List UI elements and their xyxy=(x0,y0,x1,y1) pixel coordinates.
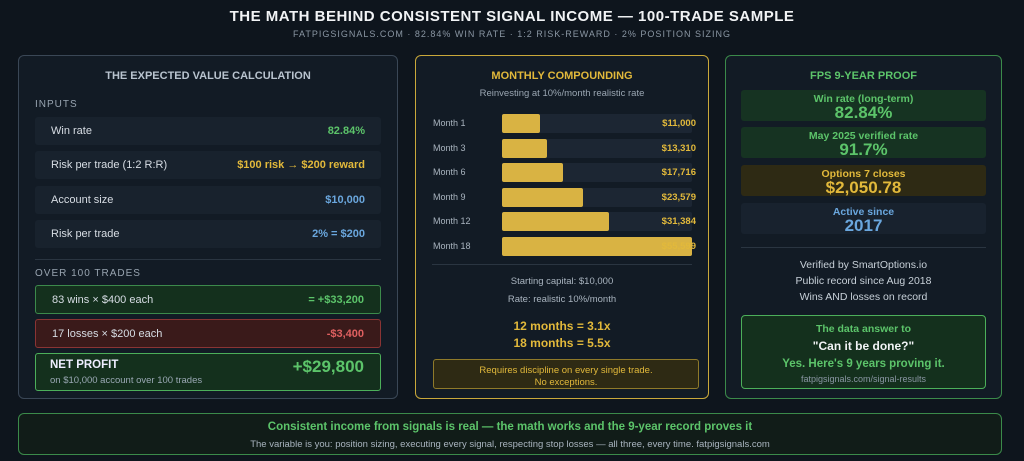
label: Win rate (long-term) xyxy=(813,93,914,105)
input-row: Win rate 82.84% xyxy=(35,117,381,145)
verification: Wins AND losses on record xyxy=(799,291,928,303)
answer-box: The data answer to "Can it be done?" Yes… xyxy=(741,315,986,389)
answer-intro: The data answer to xyxy=(815,323,912,335)
stat: Win rate (long-term) 82.84% xyxy=(741,90,986,121)
proof-panel: FPS 9-YEAR PROOF Win rate (long-term) 82.… xyxy=(725,55,1002,399)
category-label: Month 3 xyxy=(433,142,466,153)
value-label: $55,599 xyxy=(661,241,696,252)
value: 82.84% xyxy=(834,103,893,122)
footer: Consistent income from signals is real —… xyxy=(18,413,1002,455)
panel-title: FPS 9-YEAR PROOF xyxy=(810,70,917,82)
wins-row: 83 wins × $400 each = +$33,200 xyxy=(35,285,381,314)
value: -$3,400 xyxy=(326,328,364,340)
label: Risk per trade xyxy=(51,228,120,240)
value: = +$33,200 xyxy=(308,294,364,306)
label: Win rate xyxy=(51,125,92,137)
bar-chart: Month 1 $11,000 Month 3 $13,310 Month 6 $17,7… xyxy=(416,106,710,256)
answer-link: fatpigsignals.com/signal-results xyxy=(800,374,927,384)
section-label: OVER 100 TRADES xyxy=(35,268,141,279)
value: $100 risk → $200 reward xyxy=(237,159,365,171)
footer-headline: Consistent income from signals is real —… xyxy=(267,421,753,433)
label: May 2025 verified rate xyxy=(808,130,919,142)
label: NET PROFIT xyxy=(50,359,119,371)
panel-title: THE EXPECTED VALUE CALCULATION xyxy=(105,70,311,82)
stat: Options 7 closes $2,050.78 xyxy=(741,165,986,196)
panel-subtitle: Reinvesting at 10%/month realistic rate xyxy=(479,88,645,99)
label: Active since xyxy=(832,206,895,218)
section-label: INPUTS xyxy=(35,99,78,110)
category-label: Month 1 xyxy=(433,118,466,128)
label: Options 7 closes xyxy=(821,168,906,180)
bar xyxy=(502,187,583,207)
category-label: Month 9 xyxy=(433,191,466,202)
value: $2,050.78 xyxy=(825,178,902,197)
stat: May 2025 verified rate 91.7% xyxy=(741,127,986,158)
value: 91.7% xyxy=(839,140,888,159)
value-label: $17,716 xyxy=(661,167,696,179)
compounding-panel: MONTHLY COMPOUNDING Reinvesting at 10%/m… xyxy=(415,55,709,399)
value: 82.84% xyxy=(327,125,365,137)
result: 18 months = 5.5x xyxy=(513,336,611,350)
input-row: Risk per trade 2% = $200 xyxy=(35,220,381,248)
label: Account size xyxy=(51,194,114,206)
losses-row: 17 losses × $200 each -$3,400 xyxy=(35,319,381,348)
category-label: Month 18 xyxy=(433,241,471,251)
panel-title: MONTHLY COMPOUNDING xyxy=(491,70,633,82)
result: 12 months = 3.1x xyxy=(513,319,611,333)
title: THE MATH BEHIND CONSISTENT SIGNAL INCOME… xyxy=(229,8,795,25)
ev-panel: THE EXPECTED VALUE CALCULATION INPUTS Wi… xyxy=(18,55,398,399)
category-label: Month 6 xyxy=(433,167,466,178)
label: 83 wins × $400 each xyxy=(52,294,154,306)
value-label: $13,310 xyxy=(661,142,696,154)
footer-text: The variable is you: position sizing, ex… xyxy=(250,439,770,450)
value: 2% = $200 xyxy=(312,228,365,240)
bar-track xyxy=(502,138,692,158)
value-label: $23,579 xyxy=(661,191,696,203)
bar xyxy=(502,114,540,133)
value-label: $11,000 xyxy=(662,118,696,129)
answer-question: "Can it be done?" xyxy=(812,339,915,353)
note: Starting capital: $10,000 xyxy=(510,276,614,287)
bar xyxy=(502,163,563,183)
net-row: NET PROFIT on $10,000 account over 100 t… xyxy=(35,353,381,391)
note: Rate: realistic 10%/month xyxy=(507,294,617,305)
verification: Verified by SmartOptions.io xyxy=(799,259,928,271)
verification: Public record since Aug 2018 xyxy=(795,275,932,287)
value: 2017 xyxy=(844,216,883,235)
input-row: Risk per trade (1:2 R:R) $100 risk → $200… xyxy=(35,151,381,179)
category-label: Month 12 xyxy=(433,216,471,227)
value: $10,000 xyxy=(325,194,365,206)
subtitle: FATPIGSIGNALS.COM · 82.84% WIN RATE · 1:… xyxy=(293,29,731,39)
bar-track xyxy=(502,114,692,133)
note: on $10,000 account over 100 trades xyxy=(50,375,203,386)
label: 17 losses × $200 each xyxy=(52,328,163,340)
warning: Requires discipline on every single trad… xyxy=(433,359,699,389)
bar xyxy=(502,212,610,232)
bar xyxy=(502,138,548,158)
stat: Active since 2017 xyxy=(741,203,986,234)
label: Risk per trade (1:2 R:R) xyxy=(51,159,168,171)
answer-reply: Yes. Here's 9 years proving it. xyxy=(782,358,945,370)
value-label: $31,384 xyxy=(661,216,696,228)
value: +$29,800 xyxy=(292,357,364,376)
bar xyxy=(502,237,692,256)
input-row: Account size $10,000 xyxy=(35,186,381,214)
